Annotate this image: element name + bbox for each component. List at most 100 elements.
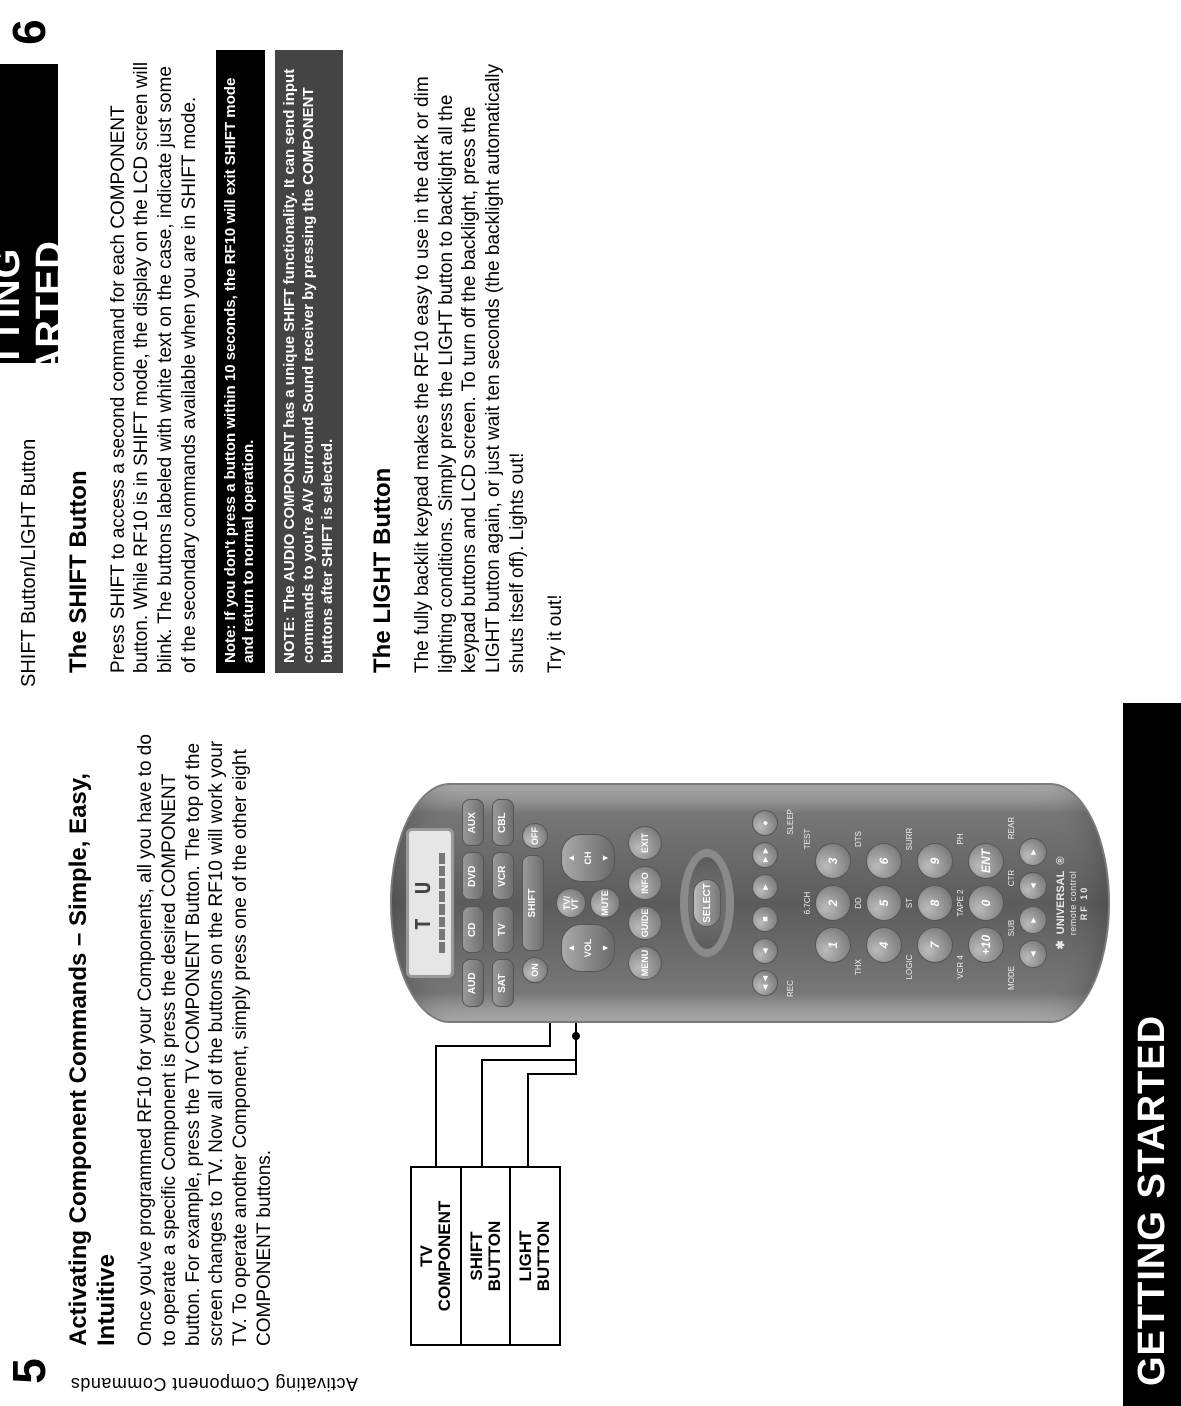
callout-shift-button: SHIFT BUTTON (462, 1166, 512, 1346)
label-rec: REC (786, 980, 795, 997)
transport-labels: REC SLEEP (786, 803, 795, 1003)
remote-lcd: T U (406, 828, 454, 978)
page5-bar-title: GETTING STARTED (1131, 995, 1174, 1406)
num-row-1: 1 2 3 (815, 799, 851, 1007)
btn-ctr-r[interactable]: ► (1019, 838, 1047, 866)
btn-aux[interactable]: AUX (462, 799, 484, 847)
btn-2[interactable]: 2 (815, 885, 851, 921)
btn-pause[interactable]: ● (752, 810, 778, 836)
btn-select[interactable]: SELECT (693, 879, 721, 927)
callout-tv-component: TV COMPONENT (410, 1166, 462, 1346)
note-shift-timeout: Note: If you don't press a button within… (216, 50, 266, 673)
btn-dvd[interactable]: DVD (462, 853, 484, 901)
ch-dn-icon: ▼ (600, 854, 610, 863)
btn-tv-vt[interactable]: TV/ VT (556, 888, 586, 918)
btn-sat[interactable]: SAT (492, 960, 514, 1008)
btn-8[interactable]: 8 (917, 885, 953, 921)
lab-sub: SUB (1007, 913, 1016, 943)
btn-info[interactable]: INFO (628, 866, 662, 900)
page5-bottom-bar: GETTING STARTED (1123, 703, 1181, 1406)
menu-guide-row: MENU GUIDE INFO EXIT (628, 799, 662, 1007)
lab-dts: DTS (854, 821, 863, 857)
lab-ctr: CTR (1007, 863, 1016, 893)
btn-ent[interactable]: ENT (968, 843, 1004, 879)
lab-logic: LOGIC (905, 949, 914, 985)
num-lab-2: THX DD DTS (854, 799, 863, 1007)
btn-mode-l[interactable]: ◄ (1019, 940, 1047, 968)
btn-3[interactable]: 3 (815, 843, 851, 879)
btn-5[interactable]: 5 (866, 885, 902, 921)
page5-body: Once you've programmed RF10 for your Com… (134, 733, 277, 1346)
num-row-4: +10 0 ENT (968, 799, 1004, 1007)
brand-reg: ® (1055, 857, 1068, 865)
btn-mute[interactable]: MUTE (590, 888, 620, 918)
remote-illustration: T U AUD CD DVD AUX SAT TV VCR CBL ON (390, 783, 1110, 1023)
btn-stop[interactable]: ■ (752, 906, 778, 932)
btn-1[interactable]: 1 (815, 927, 851, 963)
lab-test: TEST (803, 821, 812, 857)
num-row-3: 7 8 9 (917, 799, 953, 1007)
btn-7[interactable]: 7 (917, 927, 953, 963)
num-grid: 6.7CH TEST 1 2 3 THX DD DTS 4 (803, 799, 1047, 1007)
btn-menu[interactable]: MENU (628, 946, 662, 980)
lab-rear: REAR (1007, 813, 1016, 843)
btn-off[interactable]: OFF (522, 823, 548, 849)
btn-9[interactable]: 9 (917, 843, 953, 879)
btn-tv[interactable]: TV (492, 906, 514, 954)
num-lab-3: LOGIC ST SURR (905, 799, 914, 1007)
heading-shift: The SHIFT Button (65, 50, 93, 673)
heading-light: The LIGHT Button (369, 50, 397, 673)
globe-icon: ✱ (1055, 940, 1068, 949)
btn-vcr[interactable]: VCR (492, 853, 514, 901)
btn-6[interactable]: 6 (866, 843, 902, 879)
page-6: SHIFT Button/LIGHT Button GETTING STARTE… (0, 0, 1181, 703)
btn-ff[interactable]: ►► (752, 842, 778, 868)
btn-rew[interactable]: ◄◄ (752, 970, 778, 996)
lab-ph: PH (956, 821, 965, 857)
callout-stack: TV COMPONENT SHIFT BUTTON LIGHT BUTTON (410, 1166, 561, 1346)
brand-universal: UNIVERSAL (1055, 871, 1068, 935)
para-try: Try it out! (544, 50, 568, 673)
lab-surr: SURR (905, 821, 914, 857)
lab-thx: THX (854, 949, 863, 985)
dpad[interactable]: SELECT (674, 833, 740, 973)
btn-plus10[interactable]: +10 (968, 927, 1004, 963)
shift-row: ON SHIFT OFF (522, 799, 548, 1007)
btn-ctr-l[interactable]: ◄ (1019, 872, 1047, 900)
remote-lcd-text: T U (411, 876, 435, 930)
vol-ch-row: ▲ VOL ▼ TV/ VT MUTE ▲ CH ▼ (556, 799, 620, 1007)
btn-exit[interactable]: EXIT (628, 826, 662, 860)
note-audio-shift: NOTE: The AUDIO COMPONENT has a unique S… (275, 50, 343, 673)
ch-up-icon: ▲ (566, 854, 576, 863)
btn-back[interactable]: ◄ (752, 938, 778, 964)
component-row-1: AUD CD DVD AUX (462, 799, 484, 1007)
brand-remote-control: remote control (1068, 857, 1079, 950)
page5-heading: Activating Component Commands – Simple, … (65, 733, 120, 1346)
btn-vol[interactable]: ▲ VOL ▼ (561, 924, 615, 972)
para-shift: Press SHIFT to access a second command f… (107, 50, 202, 673)
lab-tape2: TAPE 2 (956, 885, 965, 921)
lab-st: ST (905, 885, 914, 921)
lab-dd: DD (854, 885, 863, 921)
btn-play[interactable]: ► (752, 874, 778, 900)
transport-row: ◄◄ ◄ ■ ► ►► ● (752, 799, 778, 1007)
btn-0[interactable]: 0 (968, 885, 1004, 921)
vol-dn-icon: ▼ (600, 944, 610, 953)
remote-lcd-ticks (439, 853, 445, 953)
btn-cd[interactable]: CD (462, 906, 484, 954)
btn-mode-r[interactable]: ► (1019, 906, 1047, 934)
btn-on[interactable]: ON (522, 957, 548, 983)
btn-guide[interactable]: GUIDE (628, 906, 662, 940)
page5-number-box: 5 (0, 1336, 58, 1406)
label-sleep: SLEEP (786, 809, 795, 835)
callout-light-button: LIGHT BUTTON (511, 1166, 561, 1346)
page5-number: 5 (2, 1358, 56, 1384)
page5-top-strip: 5 (0, 703, 58, 1406)
page6-number: 6 (2, 19, 56, 45)
btn-4[interactable]: 4 (866, 927, 902, 963)
tv-mute-col: TV/ VT MUTE (556, 888, 620, 918)
btn-aud[interactable]: AUD (462, 960, 484, 1008)
btn-cbl[interactable]: CBL (492, 799, 514, 847)
btn-ch[interactable]: ▲ CH ▼ (561, 834, 615, 882)
btn-shift[interactable]: SHIFT (522, 855, 544, 951)
